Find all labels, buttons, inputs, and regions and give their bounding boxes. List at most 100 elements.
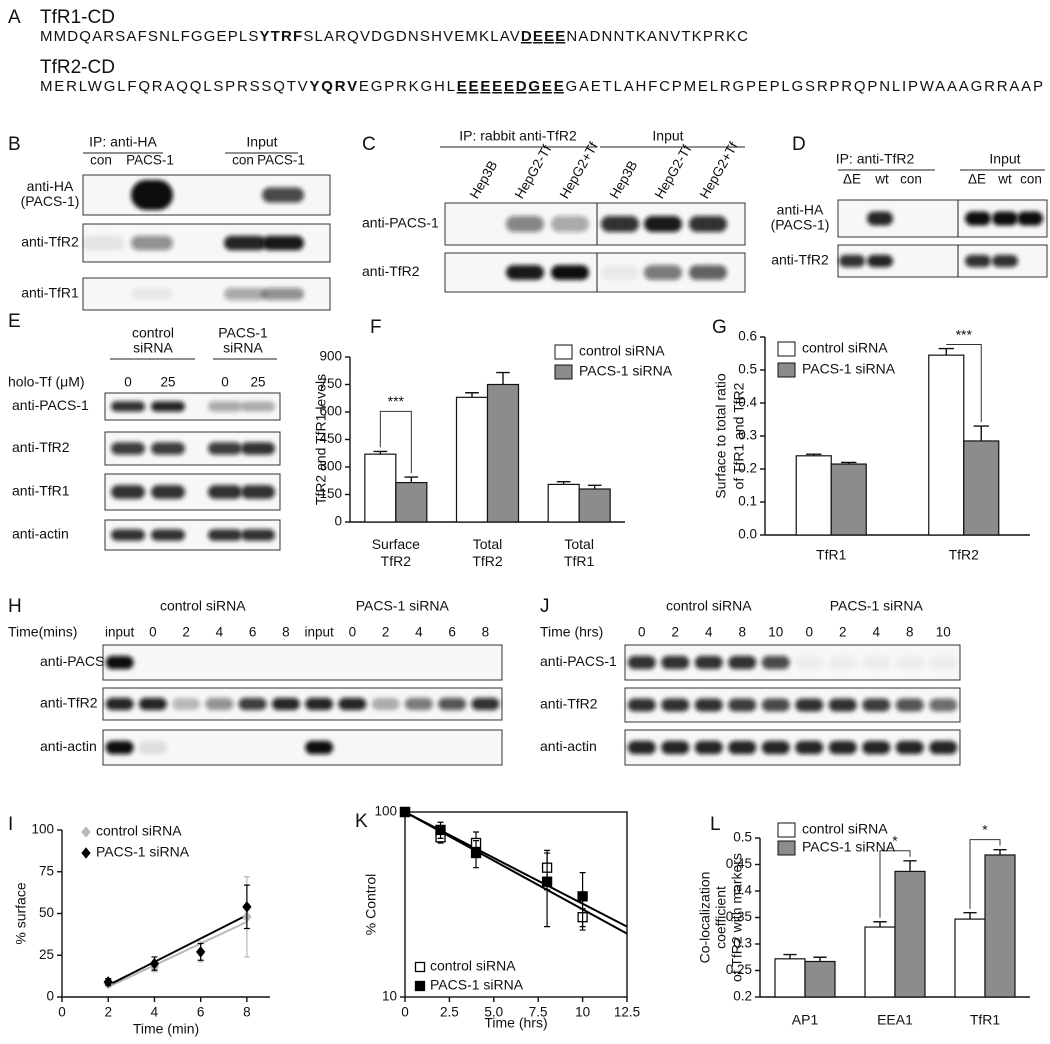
blot-band (895, 740, 924, 755)
lane-label: PACS-1 (257, 153, 305, 168)
y-axis-label: % surface (13, 882, 29, 944)
sequence-segment: YTRF (260, 28, 303, 45)
lane-label: HepG2-Tf (652, 142, 695, 201)
sequence-segment: GAETLAHFCPMELRGPEPLGSRPRQPNLIPWAAAGRRAAP (566, 78, 1043, 95)
lane-label: con (1020, 172, 1042, 187)
group-label: control siRNA (666, 598, 752, 614)
lane-label: 6 (448, 625, 456, 640)
blot-frame (102, 687, 503, 721)
panel-label: D (792, 134, 806, 155)
sequence-segment: NADNNTKANVTKPRKC (566, 28, 748, 45)
blot-band (208, 485, 242, 499)
lane-label: 2 (182, 625, 190, 640)
error-bar (496, 371, 510, 385)
y-tick-label: 150 (319, 486, 342, 501)
sequence-name: TfR1-CD (40, 7, 115, 28)
blot-frame (102, 729, 503, 766)
blot-band (224, 287, 266, 301)
blot-band (241, 485, 275, 499)
blot-band (105, 655, 134, 670)
significance-label: * (982, 821, 988, 837)
lane-label: wt (874, 172, 889, 187)
group-label: siRNA (133, 340, 173, 356)
y-tick-label: 0.4 (733, 883, 752, 898)
row-label: anti-TfR2 (12, 439, 70, 455)
x-tick-label: 0 (58, 1005, 66, 1020)
blot-band (205, 697, 234, 711)
blot-band (208, 529, 242, 541)
x-tick-label: 2.5 (440, 1005, 459, 1020)
lane-title: Time (hrs) (540, 624, 603, 640)
blot-band (728, 655, 757, 670)
lane-label: 0 (349, 625, 357, 640)
y-axis-label: of TfR1 and TfR2 (731, 382, 747, 489)
blot-band (111, 401, 145, 412)
y-axis-label: % Control (363, 874, 379, 935)
row-label: anti-TfR2 (40, 695, 98, 711)
x-tick-label: 5.0 (484, 1005, 503, 1020)
error-bar (587, 484, 602, 489)
row-label: anti-TfR2 (771, 252, 829, 268)
blot-band (438, 697, 467, 711)
group-label: PACS-1 siRNA (830, 598, 924, 614)
blot-band (601, 265, 639, 280)
blot-band (689, 265, 727, 280)
marker (196, 946, 206, 958)
blot-band (965, 211, 991, 226)
legend-label: control siRNA (802, 821, 888, 837)
marker (399, 806, 411, 818)
bar (486, 383, 520, 523)
error-bar (938, 347, 954, 356)
lane-label: 4 (872, 625, 880, 640)
bar (830, 463, 867, 536)
legend-swatch (554, 344, 573, 360)
panel-label: L (710, 814, 721, 835)
error-bar (813, 956, 827, 962)
blot-band (627, 698, 656, 712)
blot-band (241, 401, 275, 412)
error-bar (465, 392, 479, 398)
blot-band (644, 265, 682, 280)
row-label: anti-TfR2 (540, 696, 598, 712)
blot-band (601, 216, 639, 232)
blot-band (867, 254, 893, 268)
blot-band (105, 697, 134, 711)
group-label: Input (652, 128, 683, 144)
significance-label: *** (956, 326, 973, 342)
blot-band (627, 655, 656, 670)
x-tick-label: 6 (197, 1005, 205, 1020)
error-bar (903, 860, 917, 872)
sequence-segment: DEEE (521, 28, 565, 45)
legend-label: PACS-1 siRNA (802, 361, 896, 377)
blot-band (172, 697, 201, 711)
blot-band (404, 697, 433, 711)
blot-band (131, 235, 173, 251)
blot-band (241, 442, 275, 455)
blot-band (795, 698, 824, 712)
sequence-segment: MERLWGLFQRAQQLSPRSSQTV (40, 78, 308, 95)
blot-band (208, 401, 242, 412)
blot-band (627, 740, 656, 755)
significance-bracket (946, 344, 982, 423)
sequence-segment: EEEEEDGEE (457, 78, 564, 95)
group-label: IP: rabbit anti-TfR2 (459, 128, 577, 144)
legend-swatch (777, 341, 796, 357)
marker (103, 976, 113, 988)
plot-frame (404, 811, 628, 998)
blot-band (862, 740, 891, 755)
blot-band (862, 698, 891, 712)
lane-label: 0 (124, 375, 132, 390)
lane-label: HepG2+Tf (697, 139, 741, 201)
sequence-segment: YQRV (309, 78, 357, 95)
blot-band (551, 216, 589, 232)
blot-band (895, 655, 924, 670)
row-label: anti-PACS-1 (12, 397, 89, 413)
blot-band (471, 697, 500, 711)
legend-label: PACS-1 siRNA (430, 977, 524, 993)
blot-band (828, 698, 857, 712)
blot-frame (102, 644, 503, 681)
lane-label: con (90, 153, 112, 168)
legend-label: control siRNA (96, 823, 182, 839)
group-label: PACS-1 siRNA (356, 598, 450, 614)
x-tick-label: EEA1 (877, 1012, 913, 1028)
